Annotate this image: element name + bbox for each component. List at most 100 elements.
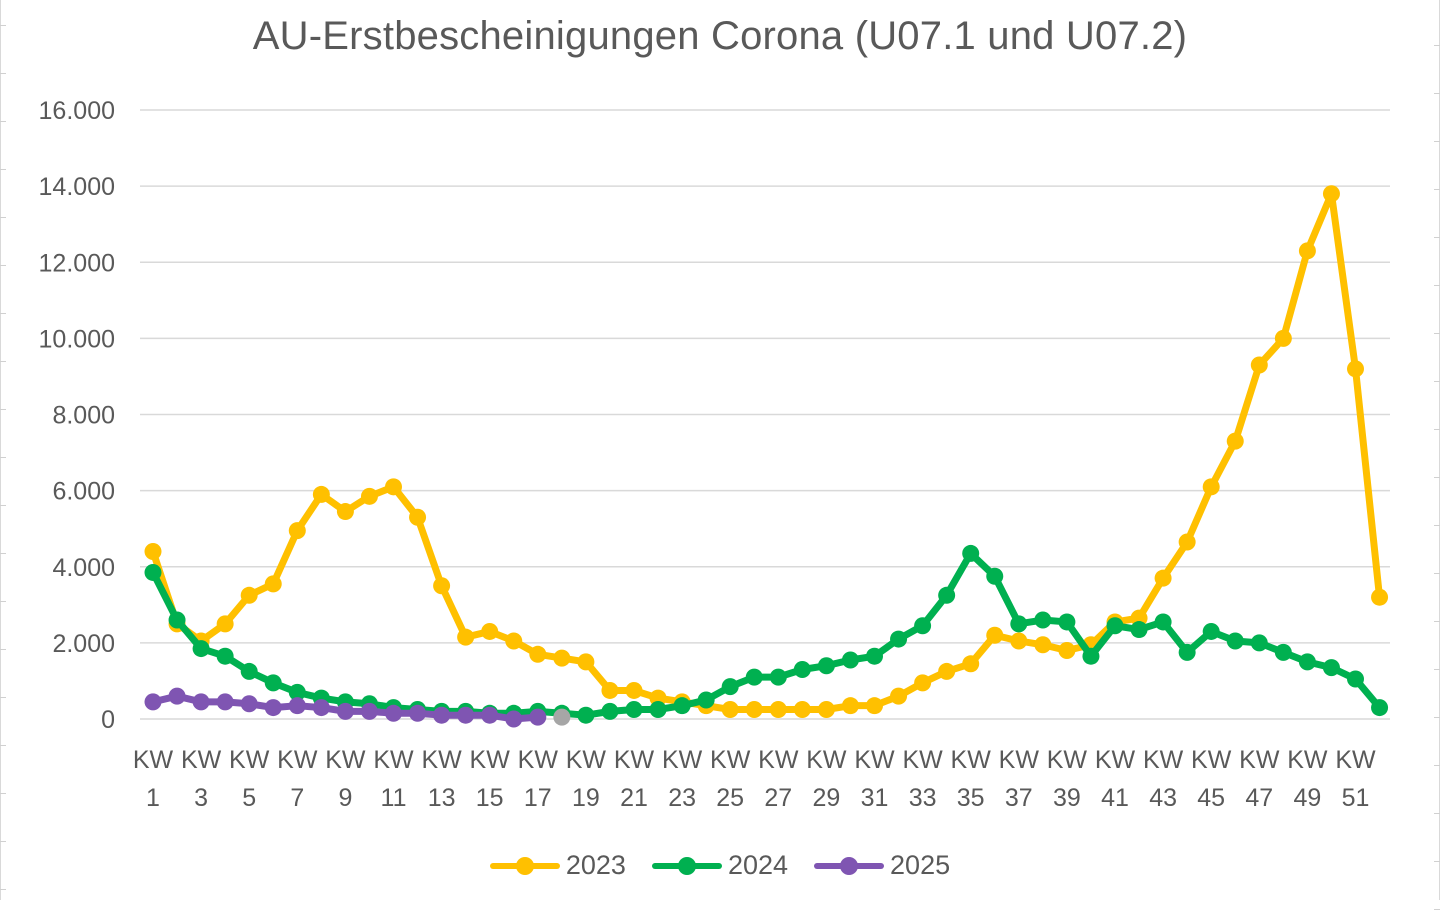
data-point <box>360 487 378 505</box>
data-point <box>360 702 378 720</box>
data-point <box>1347 360 1364 378</box>
data-point <box>288 683 306 701</box>
data-point <box>433 706 451 724</box>
legend-swatch <box>651 848 722 882</box>
x-tick-label: KW <box>662 746 703 774</box>
data-point <box>216 647 234 665</box>
edge-tick <box>1434 333 1440 334</box>
legend-label: 2024 <box>727 849 789 880</box>
edge-tick <box>0 841 6 842</box>
x-tick-number: 31 <box>861 784 889 812</box>
x-tick-number: 9 <box>338 784 352 812</box>
data-point <box>1178 643 1196 661</box>
x-tick-number: 39 <box>1053 784 1081 812</box>
data-point <box>312 485 330 503</box>
edge-tick <box>1434 45 1440 46</box>
edge-tick <box>1434 237 1440 238</box>
edge-tick <box>1434 573 1440 574</box>
data-point <box>625 681 643 699</box>
series-line <box>149 190 1384 713</box>
edge-tick <box>0 457 6 458</box>
data-point <box>144 563 162 581</box>
x-tick-label: KW <box>902 746 943 774</box>
x-tick-label: KW <box>854 746 895 774</box>
data-point <box>1034 636 1052 654</box>
x-tick-number: 41 <box>1101 784 1129 812</box>
x-tick-label: KW <box>999 746 1040 774</box>
data-point <box>216 693 234 711</box>
edge-tick <box>1434 141 1440 142</box>
series-group <box>144 185 1389 728</box>
edge-tick <box>0 265 6 266</box>
edge-tick <box>0 361 6 362</box>
data-point <box>601 681 619 699</box>
data-point <box>793 661 811 679</box>
y-tick-label: 4.000 <box>52 554 115 582</box>
data-point <box>192 693 210 711</box>
x-tick-number: 27 <box>764 784 792 812</box>
data-point <box>986 626 1004 644</box>
data-point <box>649 700 667 718</box>
data-point <box>1154 569 1172 587</box>
data-point <box>168 611 186 629</box>
data-point <box>673 697 691 715</box>
data-point <box>192 640 210 658</box>
x-tick-number: 45 <box>1197 784 1225 812</box>
y-axis-ticks: 0 2.000 4.000 6.000 8.000 10.000 12.000 14.000 1… <box>39 97 115 734</box>
data-point <box>529 645 547 663</box>
data-point <box>817 700 835 718</box>
data-point <box>1106 617 1124 635</box>
legend-item: 2023 <box>489 848 626 882</box>
data-point <box>817 657 835 675</box>
data-point <box>433 577 451 595</box>
x-tick-number: 13 <box>428 784 456 812</box>
edge-tick <box>0 217 6 218</box>
x-tick-label: KW <box>1047 746 1088 774</box>
y-tick-label: 2.000 <box>52 630 115 658</box>
data-point <box>1274 329 1292 347</box>
data-point <box>577 653 595 671</box>
edge-tick <box>1434 285 1440 286</box>
data-point <box>1322 659 1340 677</box>
data-point <box>240 695 258 713</box>
x-tick-number: 43 <box>1149 784 1177 812</box>
data-point <box>914 674 932 692</box>
edge-tick <box>0 73 6 74</box>
data-point <box>962 544 980 562</box>
x-tick-number: 23 <box>668 784 696 812</box>
data-point <box>1154 613 1172 631</box>
x-tick-number: 33 <box>909 784 937 812</box>
edge-tick <box>1434 717 1440 718</box>
data-point <box>1226 632 1244 650</box>
y-tick-label: 16.000 <box>39 97 115 125</box>
x-tick-number: 35 <box>957 784 985 812</box>
edge-tick <box>0 169 6 170</box>
edge-tick <box>0 649 6 650</box>
data-point <box>1322 185 1340 203</box>
x-tick-label: KW <box>133 746 174 774</box>
legend-item: 2024 <box>651 848 789 882</box>
data-point <box>1202 478 1220 496</box>
data-point <box>1226 432 1244 450</box>
edge-tick <box>1434 621 1440 622</box>
legend-swatch <box>814 848 885 882</box>
data-point <box>625 700 643 718</box>
data-point <box>1250 634 1268 652</box>
data-point <box>1010 615 1028 633</box>
data-point <box>769 668 787 686</box>
legend: 2023 2024 2025 <box>0 848 1440 882</box>
data-point <box>914 617 932 635</box>
edge-tick <box>0 505 6 506</box>
series-2025 <box>144 687 547 728</box>
edge-tick <box>1434 669 1440 670</box>
data-point <box>1010 632 1028 650</box>
data-point <box>577 706 595 724</box>
x-tick-label: KW <box>277 746 318 774</box>
data-point <box>697 691 715 709</box>
y-tick-label: 0 <box>101 706 115 734</box>
x-tick-label: KW <box>181 746 222 774</box>
data-point <box>1371 699 1389 717</box>
data-point <box>1034 611 1052 629</box>
data-point <box>1371 588 1389 606</box>
data-point <box>721 678 739 696</box>
